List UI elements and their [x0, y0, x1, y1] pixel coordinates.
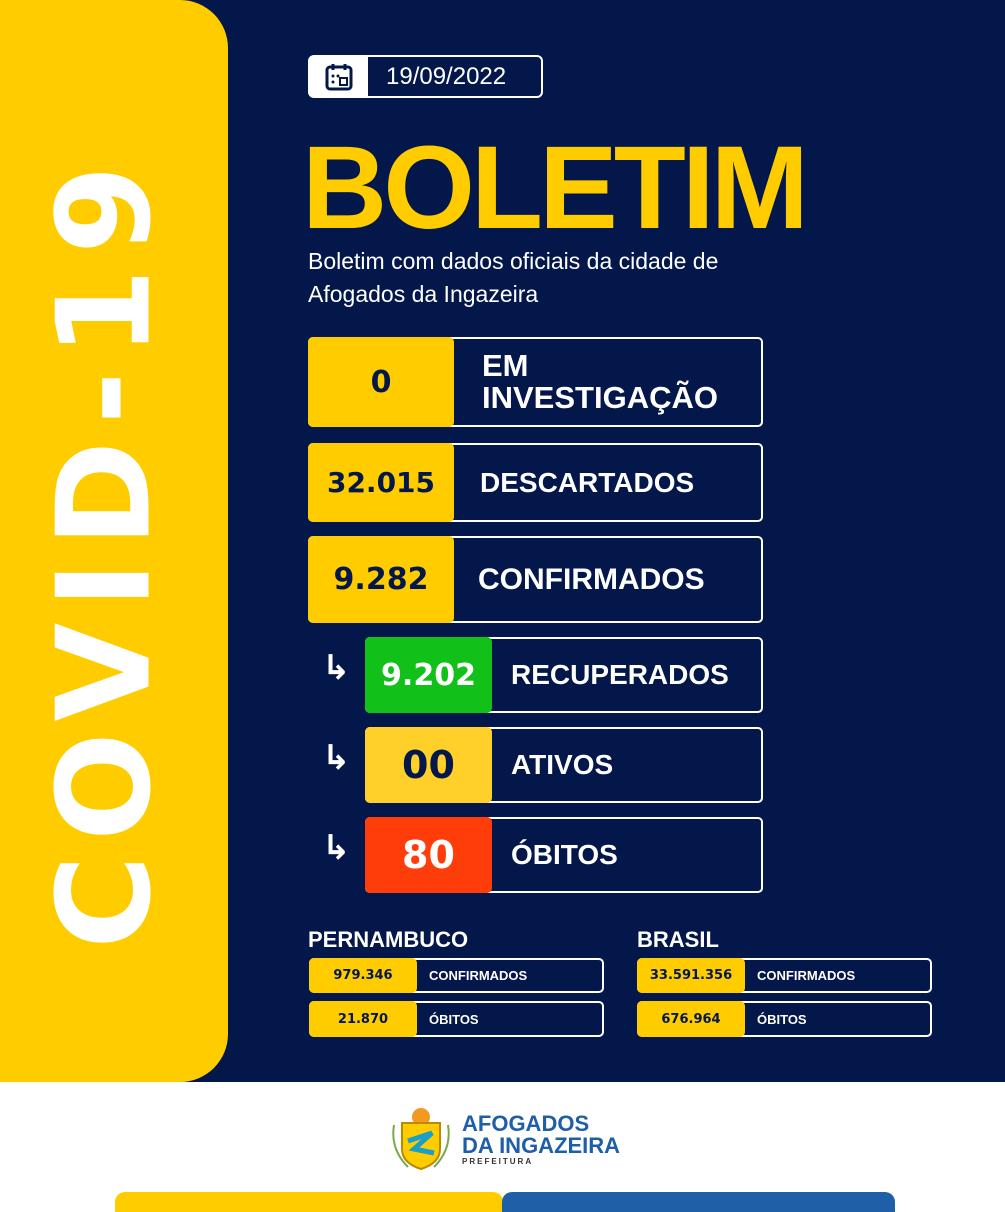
stat-value: 676.964	[637, 1001, 745, 1037]
date-badge: 19/09/2022	[308, 55, 543, 98]
branch-arrow-icon: ↳	[322, 738, 351, 778]
calendar-icon	[310, 57, 368, 96]
page-title: BOLETIM	[302, 122, 809, 254]
stat-confirmados: 9.282 CONFIRMADOS	[308, 536, 763, 623]
br-obitos: 676.964 ÓBITOS	[637, 1001, 932, 1037]
subtitle: Boletim com dados oficiais da cidade de …	[308, 248, 719, 307]
region-title-pe: PERNAMBUCO	[308, 927, 469, 952]
stat-value: 21.870	[309, 1001, 417, 1037]
stat-value: 9.202	[365, 637, 492, 713]
stat-label: ATIVOS	[511, 749, 614, 780]
region-title-br: BRASIL	[637, 927, 719, 952]
stat-em-investigacao: 0 EM INVESTIGAÇÃO	[308, 337, 763, 427]
stat-recuperados: 9.202 RECUPERADOS	[365, 637, 763, 713]
stat-value: 33.591.356	[637, 958, 745, 993]
side-panel: COVID-19	[0, 0, 228, 1082]
stat-descartados: 32.015 DESCARTADOS	[308, 443, 763, 522]
footer-bar-blue	[502, 1192, 895, 1212]
stat-label: CONFIRMADOS	[478, 562, 705, 596]
pe-obitos: 21.870 ÓBITOS	[309, 1001, 604, 1037]
footer-bar-yellow	[115, 1192, 503, 1212]
pe-confirmados: 979.346 CONFIRMADOS	[309, 958, 604, 993]
branch-arrow-icon: ↳	[322, 648, 351, 688]
stat-value: 00	[365, 727, 492, 803]
side-title: COVID-19	[30, 151, 180, 949]
stat-value: 0	[308, 337, 454, 427]
stat-ativos: 00 ATIVOS	[365, 727, 763, 803]
stat-label: EM INVESTIGAÇÃO	[482, 348, 718, 415]
branch-arrow-icon: ↳	[322, 828, 351, 868]
date-text: 19/09/2022	[386, 62, 507, 90]
stat-label: ÓBITOS	[429, 1011, 479, 1027]
coat-of-arms-icon	[392, 1108, 450, 1171]
stat-value: 32.015	[308, 443, 454, 522]
stat-value: 9.282	[308, 536, 454, 623]
stat-label: RECUPERADOS	[511, 659, 729, 690]
logo-line1: AFOGADOS	[462, 1110, 590, 1136]
stat-label: ÓBITOS	[757, 1011, 807, 1027]
br-confirmados: 33.591.356 CONFIRMADOS	[637, 958, 932, 993]
stat-label: ÓBITOS	[511, 839, 618, 870]
logo-line2: DA INGAZEIRA	[462, 1132, 621, 1158]
stat-value: 80	[365, 817, 492, 893]
stat-label: CONFIRMADOS	[429, 968, 528, 983]
stat-value: 979.346	[309, 958, 417, 993]
prefeitura-logo: AFOGADOS DA INGAZEIRA PREFEITURA	[388, 1105, 620, 1173]
logo-line3: PREFEITURA	[462, 1156, 534, 1166]
stat-label: DESCARTADOS	[480, 466, 695, 498]
stat-obitos: 80 ÓBITOS	[365, 817, 763, 893]
stat-label: CONFIRMADOS	[757, 968, 856, 983]
